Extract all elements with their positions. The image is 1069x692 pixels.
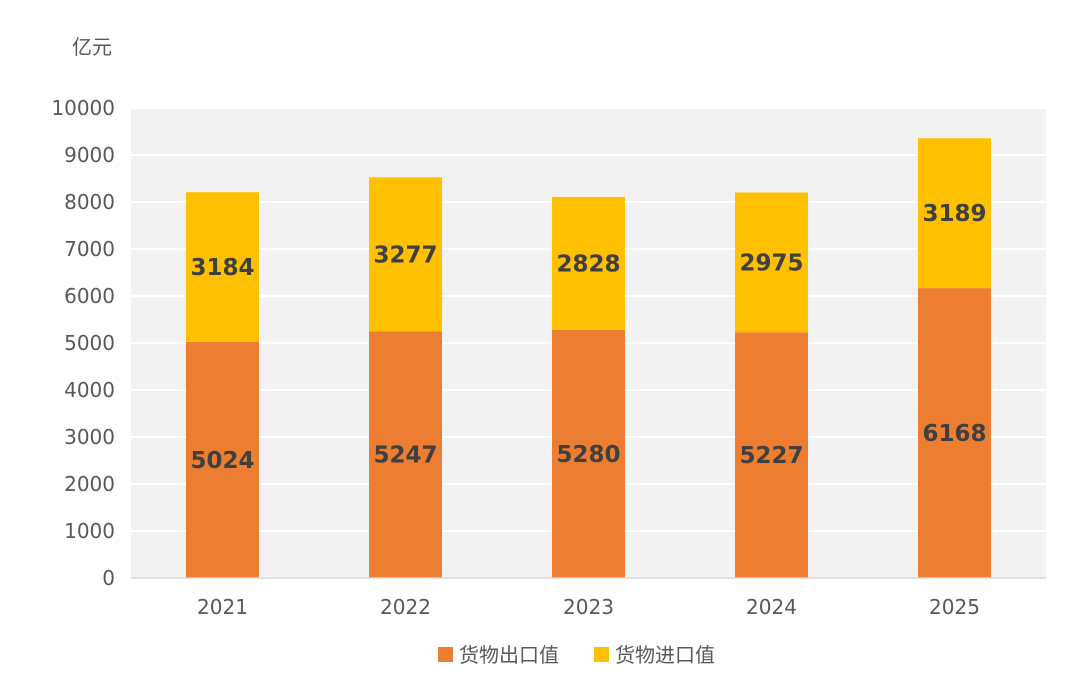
data-label: 2975 xyxy=(739,250,803,276)
x-tick-label: 2024 xyxy=(746,595,797,619)
data-label: 2828 xyxy=(556,251,620,277)
bar-import xyxy=(735,192,808,333)
data-label: 5247 xyxy=(373,443,437,469)
y-tick-label: 9000 xyxy=(64,143,115,167)
data-label: 6168 xyxy=(922,421,986,447)
data-label: 3184 xyxy=(190,255,254,281)
y-tick-label: 3000 xyxy=(64,425,115,449)
bar-export xyxy=(369,331,442,578)
x-tick-label: 2025 xyxy=(929,595,980,619)
bar-export xyxy=(552,329,625,578)
data-label: 5227 xyxy=(739,443,803,469)
legend: 货物出口值 货物进口值 xyxy=(438,643,715,667)
bar-export xyxy=(186,341,259,578)
y-tick-label: 2000 xyxy=(64,472,115,496)
y-tick-label: 6000 xyxy=(64,284,115,308)
y-tick-label: 7000 xyxy=(64,237,115,261)
y-tick-label: 10000 xyxy=(51,96,115,120)
data-label: 5280 xyxy=(556,442,620,468)
x-axis: 2021 2022 2023 2024 2025 xyxy=(131,577,1046,619)
bar-import xyxy=(186,192,259,342)
unit-label: 亿元 xyxy=(72,35,112,59)
data-label: 3277 xyxy=(373,242,437,268)
y-axis: 0 1000 2000 3000 4000 5000 6000 7000 8000 9000 100… xyxy=(51,96,115,590)
data-label: 3189 xyxy=(922,201,986,227)
legend-label: 货物出口值 xyxy=(459,643,559,667)
bars: 5024 3184 5247 3277 5280 2828 5227 2975 6168 3189 xyxy=(186,138,991,578)
x-tick-label: 2023 xyxy=(563,595,614,619)
y-tick-label: 1000 xyxy=(64,519,115,543)
bar-export xyxy=(918,288,991,578)
legend-label: 货物进口值 xyxy=(615,643,715,667)
x-tick-label: 2022 xyxy=(380,595,431,619)
data-label: 5024 xyxy=(190,448,254,474)
x-tick-label: 2021 xyxy=(197,595,248,619)
y-tick-label: 8000 xyxy=(64,190,115,214)
y-tick-label: 5000 xyxy=(64,331,115,355)
y-tick-label: 4000 xyxy=(64,378,115,402)
legend-swatch xyxy=(594,647,609,662)
bar-import xyxy=(918,138,991,289)
legend-swatch xyxy=(438,647,453,662)
bar-import xyxy=(369,177,442,332)
y-tick-label: 0 xyxy=(102,566,115,590)
bar-export xyxy=(735,332,808,578)
bar-import xyxy=(552,196,625,330)
